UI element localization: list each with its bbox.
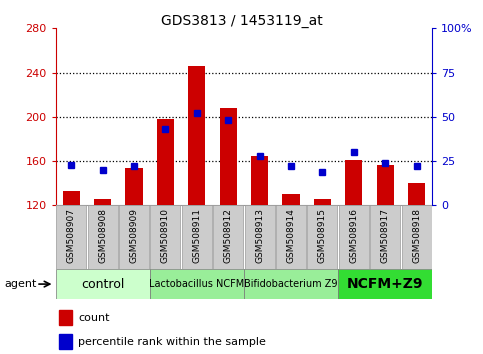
Text: GSM508917: GSM508917 [381, 209, 390, 263]
Bar [157, 119, 174, 205]
Text: GSM508915: GSM508915 [318, 209, 327, 263]
Bar [56, 205, 86, 269]
Bar [87, 205, 118, 269]
Bar [244, 269, 338, 299]
Bar [408, 183, 425, 205]
Bar [126, 168, 142, 205]
Bar [213, 205, 243, 269]
Bar [150, 205, 181, 269]
Text: Bifidobacterium Z9: Bifidobacterium Z9 [244, 279, 338, 289]
Bar [244, 205, 275, 269]
Text: GSM508918: GSM508918 [412, 209, 421, 263]
Bar [401, 205, 432, 269]
Text: GSM508908: GSM508908 [98, 209, 107, 263]
Bar [339, 205, 369, 269]
Bar [59, 334, 72, 349]
Bar [307, 205, 338, 269]
Bar [338, 269, 432, 299]
Bar [283, 194, 299, 205]
Bar [220, 108, 237, 205]
Text: control: control [81, 278, 124, 291]
Bar [188, 66, 205, 205]
Bar [59, 310, 72, 325]
Bar [251, 155, 268, 205]
Text: GDS3813 / 1453119_at: GDS3813 / 1453119_at [161, 14, 322, 28]
Bar [182, 205, 212, 269]
Text: percentile rank within the sample: percentile rank within the sample [78, 337, 266, 347]
Text: GSM508914: GSM508914 [286, 209, 296, 263]
Bar [377, 165, 394, 205]
Bar [119, 205, 149, 269]
Bar [370, 205, 400, 269]
Bar [63, 191, 80, 205]
Text: GSM508916: GSM508916 [349, 209, 358, 263]
Bar [94, 199, 111, 205]
Text: GSM508910: GSM508910 [161, 209, 170, 263]
Text: agent: agent [5, 279, 37, 289]
Bar [56, 269, 150, 299]
Text: GSM508911: GSM508911 [192, 209, 201, 263]
Text: NCFM+Z9: NCFM+Z9 [347, 277, 424, 291]
Text: count: count [78, 313, 110, 323]
Text: Lactobacillus NCFM: Lactobacillus NCFM [149, 279, 244, 289]
Bar [345, 160, 362, 205]
Bar [150, 269, 244, 299]
Text: GSM508909: GSM508909 [129, 209, 139, 263]
Bar [314, 199, 331, 205]
Bar [276, 205, 306, 269]
Text: GSM508912: GSM508912 [224, 209, 233, 263]
Text: GSM508913: GSM508913 [255, 209, 264, 263]
Text: GSM508907: GSM508907 [67, 209, 76, 263]
